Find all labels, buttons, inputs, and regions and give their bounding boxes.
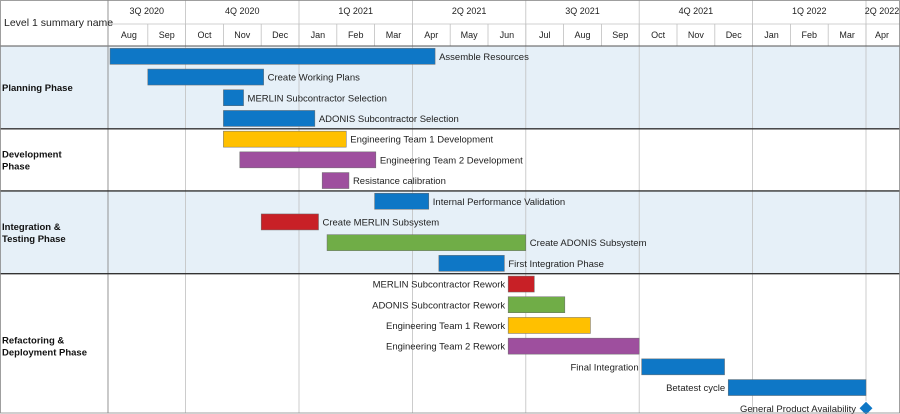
- task-bar: [223, 110, 316, 127]
- group-label: Refactoring & Deployment Phase: [2, 336, 87, 359]
- month-tick-label: Dec: [272, 30, 289, 40]
- month-tick-label: May: [461, 30, 479, 40]
- task-label: Internal Performance Validation: [433, 197, 565, 208]
- task-bar: [507, 296, 566, 313]
- task-label: Engineering Team 1 Rework: [386, 321, 505, 332]
- quarter-tick-label: 2Q 2021: [452, 6, 487, 16]
- month-tick-label: Apr: [424, 30, 438, 40]
- task-label: Create ADONIS Subsystem: [530, 238, 647, 249]
- task-bar: [727, 379, 867, 396]
- header-label: Level 1 summary name: [4, 17, 113, 29]
- quarter-tick-label: 1Q 2022: [792, 6, 827, 16]
- quarter-tick-label: 2Q 2022: [865, 6, 900, 16]
- month-tick-label: Feb: [348, 30, 364, 40]
- task-label: Engineering Team 2 Rework: [386, 342, 505, 353]
- month-tick-label: Nov: [688, 30, 705, 40]
- task-label: MERLIN Subcontractor Selection: [248, 93, 387, 104]
- task-label: ADONIS Subcontractor Selection: [319, 114, 459, 125]
- task-bar: [438, 255, 505, 272]
- task-bar: [374, 193, 430, 210]
- month-tick-label: Apr: [875, 30, 889, 40]
- task-bar: [641, 358, 725, 376]
- task-label: Betatest cycle: [666, 383, 725, 394]
- task-bar: [507, 337, 640, 355]
- month-tick-label: Mar: [386, 30, 402, 40]
- task-label: MERLIN Subcontractor Rework: [373, 280, 506, 291]
- month-tick-label: Jun: [500, 30, 515, 40]
- month-tick-label: Oct: [197, 30, 212, 40]
- month-tick-label: Dec: [726, 30, 743, 40]
- group-labels: Planning Phase Development Phase Integratio…: [2, 83, 87, 359]
- month-tick-label: Jan: [764, 30, 779, 40]
- quarter-tick-label: 4Q 2020: [225, 6, 260, 16]
- task-bars: Assemble Resources Create Working Plans ME…: [109, 48, 874, 414]
- task-label: Engineering Team 2 Development: [380, 155, 523, 166]
- task-label: Create MERLIN Subsystem: [323, 217, 440, 228]
- task-label: ADONIS Subcontractor Rework: [372, 300, 505, 311]
- task-label: Assemble Resources: [439, 52, 529, 63]
- task-bar: [260, 213, 319, 231]
- task-label: General Product Availability: [740, 404, 856, 414]
- task-label: Final Integration: [571, 362, 639, 373]
- task-label: Create Working Plans: [268, 73, 360, 84]
- task-label: Resistance calibration: [353, 176, 446, 187]
- month-tick-label: Jan: [311, 30, 326, 40]
- milestone-marker: [858, 400, 874, 414]
- task-label: First Integration Phase: [508, 259, 604, 270]
- task-bar: [326, 234, 527, 251]
- month-tick-label: Oct: [651, 30, 666, 40]
- month-tick-label: Feb: [802, 30, 818, 40]
- month-tick-label: Aug: [574, 30, 590, 40]
- month-tick-label: Aug: [121, 30, 137, 40]
- task-bar: [223, 89, 244, 106]
- month-tick-label: Jul: [539, 30, 551, 40]
- month-tick-label: Nov: [234, 30, 251, 40]
- group-label: Development Phase: [2, 149, 62, 172]
- month-tick-label: Mar: [839, 30, 855, 40]
- task-bar: [147, 68, 264, 86]
- quarter-tick-label: 3Q 2020: [130, 6, 165, 16]
- task-bar: [109, 48, 436, 65]
- month-tick-label: Sep: [612, 30, 628, 40]
- task-bar: [321, 172, 350, 189]
- quarter-tick-label: 4Q 2021: [679, 6, 714, 16]
- task-label: Engineering Team 1 Development: [350, 135, 493, 146]
- task-bar: [507, 275, 535, 293]
- task-bar: [507, 317, 591, 334]
- quarter-tick-label: 3Q 2021: [565, 6, 600, 16]
- group-label: Planning Phase: [2, 83, 73, 94]
- quarter-tick-label: 1Q 2021: [338, 6, 373, 16]
- month-tick-label: Sep: [159, 30, 175, 40]
- task-bar: [223, 130, 347, 148]
- task-bar: [239, 151, 377, 169]
- timeline-header: Level 1 summary name Aug Sep Oct Nov Dec Jan F…: [4, 6, 899, 40]
- group-bands: [0, 46, 900, 274]
- group-label: Integration & Testing Phase: [2, 222, 66, 245]
